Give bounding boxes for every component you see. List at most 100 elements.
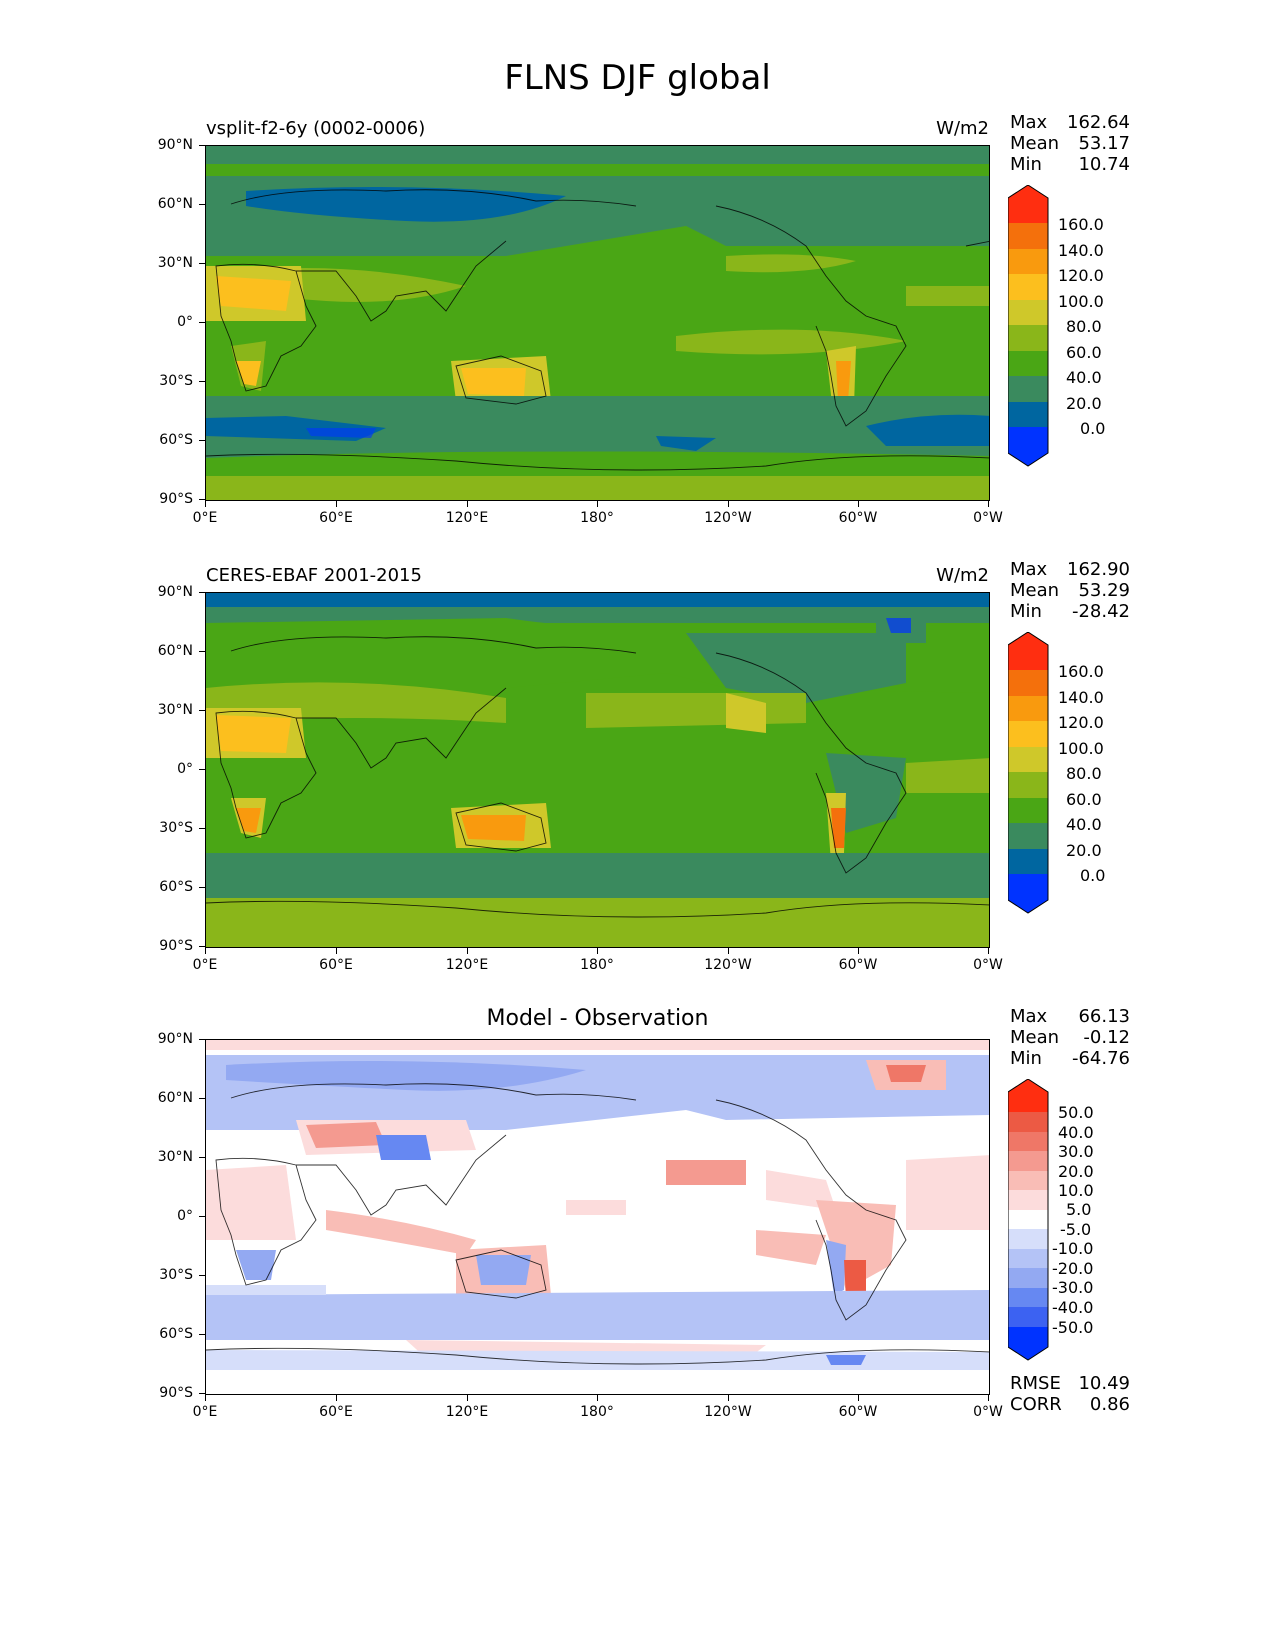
xtick-label: 60°W — [838, 510, 878, 526]
stat-max-value: 66.13 — [1078, 1006, 1130, 1027]
colorbar-label: 30.0 — [1058, 1142, 1094, 1161]
xtick-mark — [205, 948, 207, 954]
stat-min-key: Min — [1010, 154, 1042, 175]
panel1-stats: Max 162.64 Mean 53.17 Min 10.74 — [1010, 112, 1135, 178]
ytick-label: 30°N — [157, 255, 193, 271]
xtick-mark — [467, 501, 469, 507]
xtick-mark — [858, 948, 860, 954]
colorbar-label: 40.0 — [1058, 1123, 1094, 1142]
ytick-mark — [199, 204, 205, 206]
panel3-diff-map — [205, 1039, 990, 1395]
stat-rmse-key: RMSE — [1010, 1373, 1061, 1394]
colorbar-label: 140.0 — [1058, 688, 1104, 707]
colorbar-label: -10.0 — [1052, 1239, 1094, 1258]
xtick-label: 0°E — [192, 1404, 218, 1420]
ytick-mark — [199, 946, 205, 948]
colorbar-label: 100.0 — [1058, 739, 1104, 758]
xtick-mark — [336, 948, 338, 954]
stat-rmse-value: 10.49 — [1078, 1373, 1130, 1394]
stat-mean-key: Mean — [1010, 1027, 1060, 1048]
stat-min-key: Min — [1010, 1048, 1042, 1069]
xtick-label: 120°W — [704, 1404, 752, 1420]
ytick-mark — [199, 322, 205, 324]
stat-min-value: -28.42 — [1071, 601, 1130, 622]
colorbar-label: 160.0 — [1058, 662, 1104, 681]
colorbar-label: 40.0 — [1066, 368, 1102, 387]
ytick-label: 30°S — [159, 820, 193, 836]
ytick-label: 60°S — [159, 432, 193, 448]
stat-min-key: Min — [1010, 601, 1042, 622]
colorbar-label: 120.0 — [1058, 266, 1104, 285]
ytick-label: 60°S — [159, 879, 193, 895]
xtick-mark — [336, 1395, 338, 1401]
ytick-mark — [199, 651, 205, 653]
xtick-mark — [858, 1395, 860, 1401]
ytick-label: 90°S — [159, 1385, 193, 1401]
stat-mean-value: 53.29 — [1078, 580, 1130, 601]
ytick-label: 30°S — [159, 373, 193, 389]
panel2-units-label: W/m2 — [936, 565, 989, 586]
xtick-mark — [728, 1395, 730, 1401]
panel3-extra-stats: RMSE 10.49 CORR 0.86 — [1010, 1373, 1135, 1417]
stat-mean-value: 53.17 — [1078, 133, 1130, 154]
panel1-units-label: W/m2 — [936, 118, 989, 139]
ytick-label: 90°N — [157, 1031, 193, 1047]
colorbar-label: -30.0 — [1052, 1278, 1094, 1297]
xtick-mark — [728, 501, 730, 507]
xtick-mark — [728, 948, 730, 954]
xtick-label: 180° — [580, 510, 614, 526]
stat-min-value: 10.74 — [1078, 154, 1130, 175]
xtick-mark — [988, 501, 990, 507]
xtick-label: 0°E — [192, 957, 218, 973]
colorbar-label: 0.0 — [1080, 419, 1106, 438]
stat-mean-key: Mean — [1010, 580, 1060, 601]
colorbar-label: 60.0 — [1066, 790, 1102, 809]
xtick-label: 180° — [580, 957, 614, 973]
stat-max-key: Max — [1010, 1006, 1048, 1027]
stat-max-key: Max — [1010, 112, 1048, 133]
xtick-mark — [597, 501, 599, 507]
xtick-mark — [336, 501, 338, 507]
ytick-label: 60°N — [157, 1090, 193, 1106]
ytick-label: 90°S — [159, 938, 193, 954]
stat-mean-value: -0.12 — [1083, 1027, 1130, 1048]
ytick-label: 0° — [177, 761, 193, 777]
ytick-label: 30°S — [159, 1267, 193, 1283]
stat-max-key: Max — [1010, 559, 1048, 580]
xtick-mark — [988, 1395, 990, 1401]
ytick-mark — [199, 499, 205, 501]
colorbar-label: 80.0 — [1066, 764, 1102, 783]
panel1-model-label: vsplit-f2-6y (0002-0006) — [206, 118, 426, 139]
stat-corr-value: 0.86 — [1089, 1394, 1130, 1415]
ytick-mark — [199, 1098, 205, 1100]
xtick-label: 60°E — [319, 1404, 353, 1420]
stat-mean-key: Mean — [1010, 133, 1060, 154]
colorbar-label: 140.0 — [1058, 241, 1104, 260]
panel2-stats: Max 162.90 Mean 53.29 Min -28.42 — [1010, 559, 1135, 625]
ytick-mark — [199, 145, 205, 147]
ytick-label: 0° — [177, 1208, 193, 1224]
ytick-mark — [199, 263, 205, 265]
ytick-mark — [199, 887, 205, 889]
ytick-mark — [199, 1039, 205, 1041]
xtick-mark — [858, 501, 860, 507]
colorbar-label: 50.0 — [1058, 1103, 1094, 1122]
panel3-stats: Max 66.13 Mean -0.12 Min -64.76 — [1010, 1006, 1135, 1072]
ytick-mark — [199, 1216, 205, 1218]
colorbar-label: 20.0 — [1058, 1162, 1094, 1181]
ytick-mark — [199, 710, 205, 712]
xtick-label: 0°E — [192, 510, 218, 526]
xtick-label: 60°W — [838, 1404, 878, 1420]
ytick-mark — [199, 592, 205, 594]
panel2-obs-label: CERES-EBAF 2001-2015 — [206, 565, 422, 586]
colorbar-label: 160.0 — [1058, 215, 1104, 234]
ytick-mark — [199, 1157, 205, 1159]
ytick-label: 30°N — [157, 702, 193, 718]
figure-title: FLNS DJF global — [504, 58, 771, 98]
xtick-label: 120°W — [704, 510, 752, 526]
colorbar-label: 20.0 — [1066, 394, 1102, 413]
ytick-label: 60°N — [157, 643, 193, 659]
colorbar-label: 5.0 — [1066, 1200, 1092, 1219]
stat-corr-key: CORR — [1010, 1394, 1062, 1415]
ytick-mark — [199, 769, 205, 771]
